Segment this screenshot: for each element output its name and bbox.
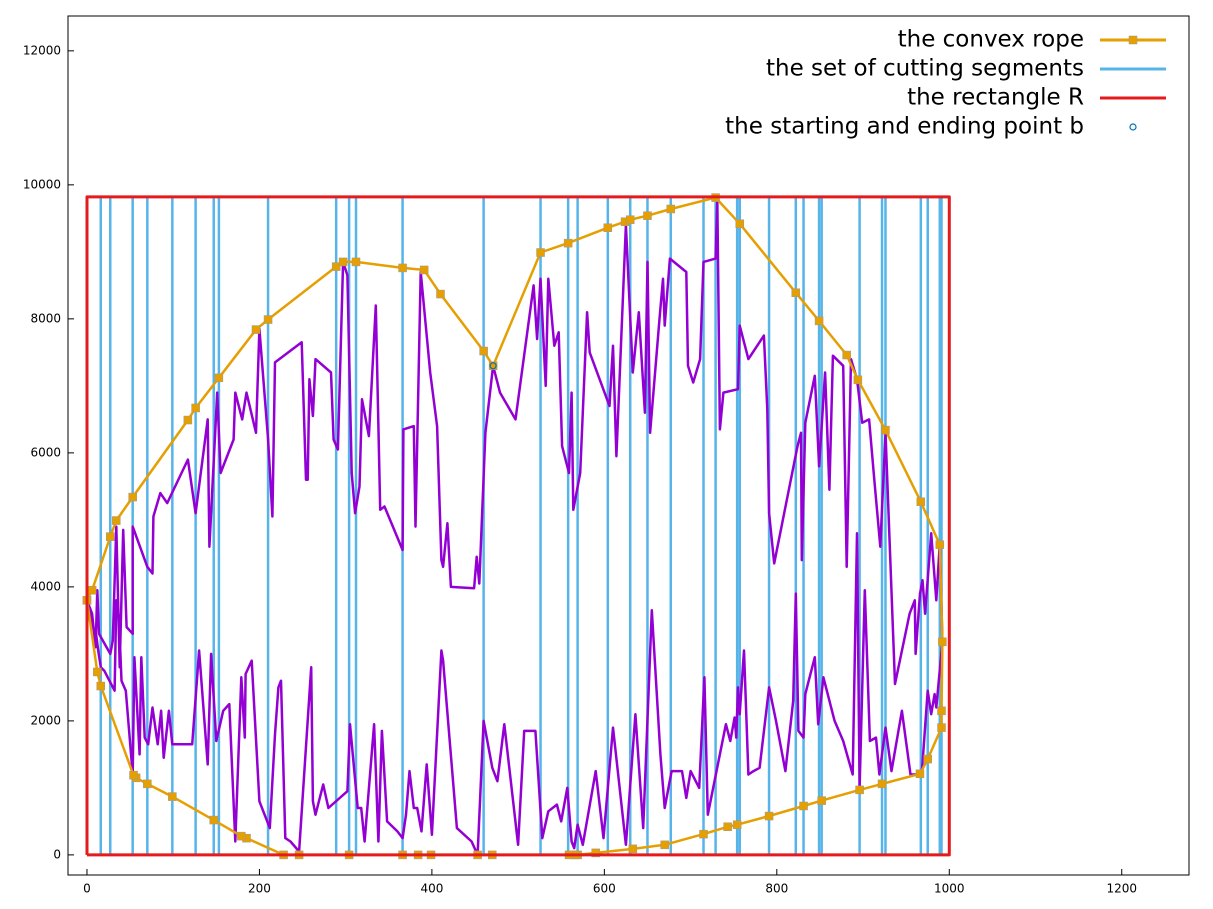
rope-point <box>488 361 498 371</box>
plot-frame <box>67 15 1190 876</box>
rope-point <box>935 540 945 549</box>
rope-point <box>263 315 273 324</box>
rope-point <box>799 801 808 811</box>
rope-point <box>398 263 407 273</box>
rope-point <box>937 706 946 716</box>
legend-label: the set of cutting segments <box>766 56 1084 82</box>
y-tick-label: 2000 <box>30 713 61 727</box>
x-tick-label: 800 <box>765 882 788 896</box>
rope-point <box>237 831 246 841</box>
x-tick-label: 1000 <box>934 882 965 896</box>
rope-point <box>436 289 445 299</box>
rope-point <box>791 288 801 297</box>
rope-point <box>191 403 200 413</box>
rope-point <box>643 211 652 220</box>
rope-point <box>168 792 177 801</box>
rope-point <box>855 785 864 795</box>
rope-point <box>112 516 121 525</box>
rope-point <box>628 844 638 854</box>
rope-point <box>419 265 429 275</box>
y-tick-label: 8000 <box>30 311 61 325</box>
rope-point <box>723 822 732 832</box>
rope-point <box>735 219 744 228</box>
rope-point <box>881 425 890 435</box>
rope-point <box>479 346 488 356</box>
point-b <box>489 362 497 370</box>
y-tick-label: 0 <box>53 847 61 861</box>
rope-point <box>877 779 887 789</box>
y-tick-label: 12000 <box>23 43 61 57</box>
plot-area <box>82 193 951 860</box>
rope-point <box>563 238 573 248</box>
rope-point <box>937 723 946 732</box>
x-tick-label: 0 <box>83 882 91 896</box>
rope-point <box>96 681 106 691</box>
legend-marker <box>1128 35 1138 45</box>
rope-point <box>536 248 545 257</box>
rope-point <box>853 375 863 385</box>
rope-point <box>732 820 742 829</box>
y-tick-label: 10000 <box>23 177 61 191</box>
polygon-line <box>85 197 944 857</box>
rope-point <box>351 257 361 267</box>
rope-point <box>591 848 600 858</box>
rope-point <box>814 316 824 326</box>
legend: the convex rope the set of cutting segmen… <box>725 27 1166 140</box>
rope-point <box>923 754 932 764</box>
rope-point <box>666 204 676 214</box>
rope-point <box>106 532 115 541</box>
rope-point <box>817 796 826 805</box>
legend-label: the starting and ending point b <box>725 114 1084 140</box>
rectangle-r <box>85 195 951 857</box>
rope-point <box>209 815 218 825</box>
y-tick-label: 4000 <box>30 579 61 593</box>
rope-point <box>338 257 348 267</box>
rope-point <box>625 215 635 224</box>
rope-point <box>251 325 261 334</box>
rope-point <box>660 840 669 850</box>
y-tick-label: 6000 <box>30 445 61 459</box>
legend-label: the convex rope <box>898 27 1084 53</box>
rope-point <box>764 811 774 821</box>
x-tick-label: 600 <box>593 882 616 896</box>
rope-point <box>214 373 224 383</box>
rope-point <box>603 223 613 232</box>
rope-point <box>915 769 925 779</box>
legend-label: the rectangle R <box>907 85 1084 111</box>
x-tick-label: 200 <box>248 882 271 896</box>
legend-marker <box>1129 123 1137 131</box>
rope-point <box>87 585 97 595</box>
rope-point <box>842 350 851 360</box>
x-tick-label: 1200 <box>1106 882 1137 896</box>
rope-point <box>699 829 708 839</box>
rope-point <box>129 770 138 780</box>
rope-point <box>916 497 926 507</box>
rope-point <box>93 667 102 677</box>
rope-point <box>143 779 152 789</box>
rope-point <box>938 637 947 647</box>
rope-point <box>331 262 341 271</box>
rope-point <box>183 415 193 425</box>
x-tick-label: 400 <box>420 882 443 896</box>
rope-point <box>128 492 137 502</box>
